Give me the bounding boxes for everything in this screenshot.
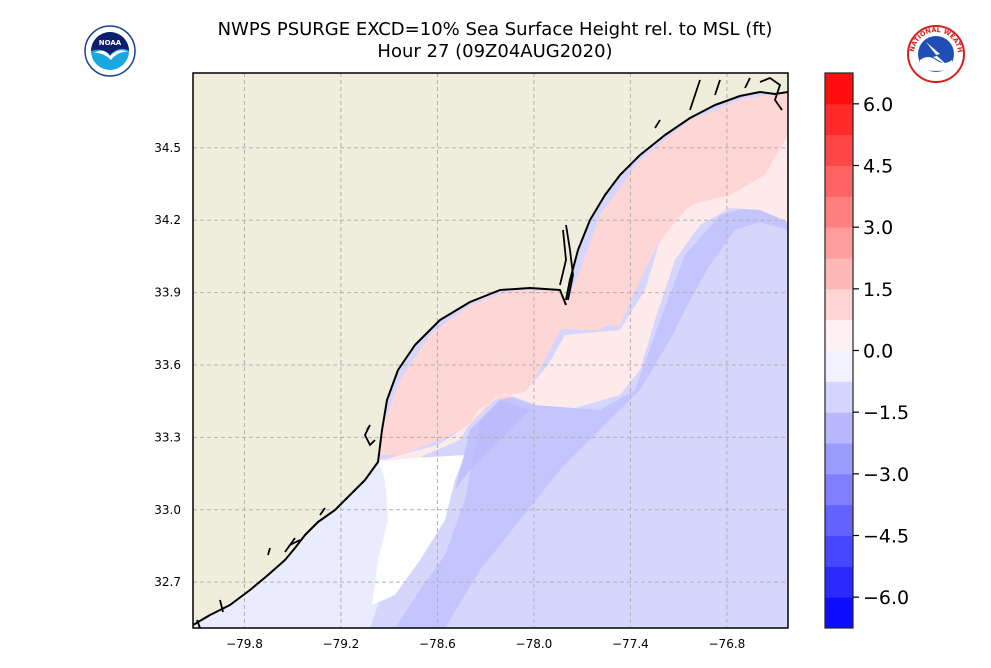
trough-core-field — [455, 400, 530, 490]
colorbar-band — [825, 381, 853, 413]
y-tick-label: 33.6 — [154, 358, 181, 372]
x-tick-label: −78.0 — [516, 637, 553, 651]
colorbar-tick-label: 0.0 — [863, 341, 893, 363]
coastline — [193, 91, 788, 626]
near-zero-band — [372, 455, 465, 605]
colorbar — [825, 73, 853, 629]
map-title: NWPS PSURGE EXCD=10% Sea Surface Height … — [217, 19, 773, 40]
colorbar-tick-label: 6.0 — [863, 94, 893, 116]
colorbar-band — [825, 165, 853, 197]
colorbar-band — [825, 473, 853, 506]
trough-field — [395, 205, 788, 628]
y-tick-labels: 34.5 34.2 33.9 33.6 33.3 33.0 32.7 — [154, 141, 181, 589]
colorbar-band — [825, 535, 853, 567]
graticule — [193, 73, 788, 628]
x-tick-label: −79.8 — [226, 637, 263, 651]
colorbar-tick-label: 4.5 — [863, 156, 893, 178]
colorbar-tick-label: 1.5 — [863, 279, 893, 301]
colorbar-tick-label: −1.5 — [863, 402, 909, 424]
noaa-logo-icon: NOAA — [84, 25, 136, 77]
colorbar-band — [825, 350, 853, 382]
coastline-details — [196, 76, 783, 628]
colorbar-band — [825, 258, 853, 290]
y-tick-label: 33.9 — [154, 286, 181, 300]
colorbar-tick-label: −6.0 — [863, 587, 909, 609]
nws-logo-icon: NATIONAL WEATHER SERVICE — [906, 24, 965, 83]
x-tick-label: −78.6 — [419, 637, 456, 651]
colorbar-band — [825, 504, 853, 536]
x-tick-labels: −79.8 −79.2 −78.6 −78.0 −77.4 −76.8 — [226, 637, 745, 651]
noaa-logo-text: NOAA — [99, 39, 122, 47]
map-subtitle: Hour 27 (09Z04AUG2020) — [377, 41, 613, 62]
x-tick-label: −76.8 — [709, 637, 746, 651]
colorbar-band — [825, 227, 853, 259]
colorbar-band — [825, 412, 853, 444]
colorbar-tick-label: −3.0 — [863, 464, 909, 486]
colorbar-band — [825, 196, 853, 228]
colorbar-tick-labels: 6.0 4.5 3.0 1.5 0.0 −1.5 −3.0 −4.5 −6.0 — [853, 94, 909, 609]
y-tick-label: 33.0 — [154, 503, 181, 517]
map-frame — [192, 72, 789, 629]
y-tick-label: 33.3 — [154, 430, 181, 444]
colorbar-band — [825, 134, 853, 166]
y-tick-label: 34.5 — [154, 141, 181, 155]
colorbar-band — [825, 443, 853, 475]
colorbar-band — [825, 288, 853, 321]
colorbar-tick-label: 3.0 — [863, 217, 893, 239]
transition-positive-field — [378, 135, 788, 462]
map-plot-area — [193, 73, 788, 628]
x-tick-label: −77.4 — [612, 637, 649, 651]
colorbar-band — [825, 566, 853, 598]
colorbar-band — [825, 103, 853, 136]
land-area — [193, 73, 788, 625]
colorbar-band — [825, 73, 853, 105]
x-tick-label: −79.2 — [323, 637, 360, 651]
onslow-bay-positive-field — [570, 93, 788, 330]
colorbar-band — [825, 597, 853, 629]
y-tick-label: 32.7 — [154, 575, 181, 589]
y-tick-label: 34.2 — [154, 213, 181, 227]
colorbar-band — [825, 319, 853, 351]
colorbar-tick-label: −4.5 — [863, 526, 909, 548]
